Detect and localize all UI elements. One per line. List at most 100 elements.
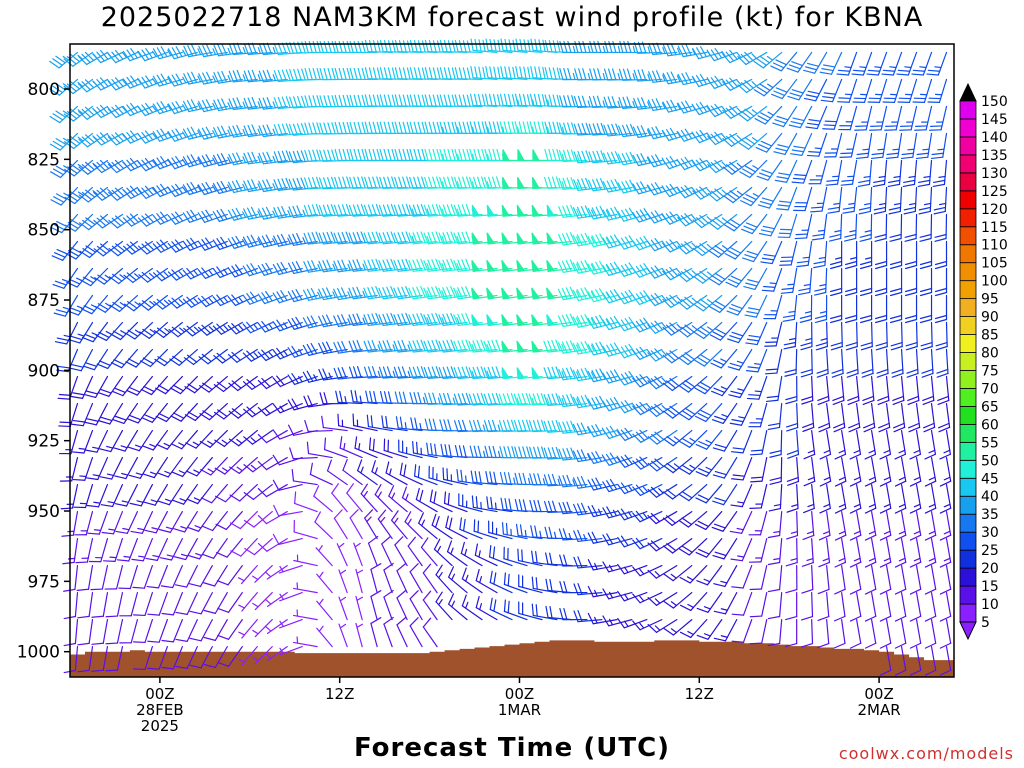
wind-barb xyxy=(82,348,109,371)
wind-barb xyxy=(313,485,333,513)
wind-barb xyxy=(879,591,892,622)
wind-barb xyxy=(79,240,109,259)
wind-barb xyxy=(228,69,258,83)
wind-barb xyxy=(791,159,813,184)
wind-barb xyxy=(212,208,243,222)
colorbar-label: 45 xyxy=(981,471,999,487)
wind-barb xyxy=(737,105,768,122)
wind-barb xyxy=(454,67,483,81)
wind-barb xyxy=(348,231,378,245)
wind-barb xyxy=(708,240,738,258)
wind-barb xyxy=(409,67,438,81)
wind-barb xyxy=(889,267,903,297)
wind-barb xyxy=(899,105,918,131)
wind-barb xyxy=(422,590,438,621)
wind-barb xyxy=(632,153,663,167)
x-tick-label: 00Z xyxy=(145,685,174,703)
wind-barb xyxy=(278,564,303,574)
wind-barb xyxy=(796,240,813,268)
wind-barb xyxy=(503,546,528,567)
wind-barb xyxy=(837,78,858,103)
wind-barb xyxy=(131,537,154,562)
wind-barb xyxy=(272,347,303,360)
wind-barb xyxy=(617,427,648,442)
wind-barb xyxy=(468,419,498,433)
wind-barb xyxy=(602,533,633,546)
wind-barb xyxy=(173,537,198,561)
wind-barb xyxy=(360,483,378,513)
wind-barb xyxy=(544,148,573,162)
wind-barb xyxy=(272,319,303,332)
wind-barb xyxy=(501,522,528,540)
colorbar-label: 110 xyxy=(981,238,1008,254)
wind-barb xyxy=(662,321,693,336)
wind-barb xyxy=(123,267,154,284)
wind-barb xyxy=(92,132,124,146)
wind-barb xyxy=(722,159,753,175)
wind-barb xyxy=(122,213,154,227)
wind-barb xyxy=(889,294,903,324)
wind-barb xyxy=(793,186,813,212)
wind-barb xyxy=(647,483,678,498)
wind-barb xyxy=(379,148,408,162)
wind-barb xyxy=(767,537,783,566)
wind-barb xyxy=(483,392,513,406)
wind-barb xyxy=(108,240,139,257)
wind-barb xyxy=(454,94,483,108)
wind-barb xyxy=(287,289,318,303)
wind-barb xyxy=(894,564,907,595)
wind-barb xyxy=(429,489,453,513)
wind-barb xyxy=(662,510,693,526)
colorbar-cell xyxy=(959,549,977,569)
wind-barb xyxy=(737,51,768,66)
wind-barb xyxy=(161,591,183,616)
wind-barb xyxy=(662,348,693,364)
wind-barb xyxy=(797,267,813,296)
wind-barb xyxy=(86,483,109,508)
wind-barb xyxy=(288,177,318,191)
x-tick-label: 2MAR xyxy=(857,701,900,719)
colorbar-cell xyxy=(959,423,977,443)
wind-barb xyxy=(243,456,273,473)
wind-barb xyxy=(349,40,378,54)
wind-barb xyxy=(498,392,528,406)
wind-barb xyxy=(817,619,830,649)
wind-barb xyxy=(80,267,109,287)
wind-barb xyxy=(137,75,168,89)
wind-barb xyxy=(543,473,573,487)
wind-barb xyxy=(617,508,648,521)
colorbar-label: 105 xyxy=(981,256,1008,272)
wind-barb xyxy=(228,42,258,56)
wind-barb xyxy=(363,258,393,272)
wind-barb xyxy=(364,509,378,540)
colorbar-cell xyxy=(959,172,977,192)
wind-barb xyxy=(59,456,79,482)
wind-barb xyxy=(303,231,333,245)
wind-barb xyxy=(632,619,663,631)
wind-barb xyxy=(445,515,468,540)
wind-barb xyxy=(273,69,303,83)
wind-barb xyxy=(894,456,907,487)
wind-barb xyxy=(769,429,783,458)
wind-barb xyxy=(143,483,168,506)
wind-barb xyxy=(203,619,228,641)
wind-barb xyxy=(904,240,918,270)
wind-barb xyxy=(874,240,888,270)
wind-barb xyxy=(558,447,588,461)
wind-barb xyxy=(272,261,303,276)
wind-barb xyxy=(617,399,648,414)
wind-barb xyxy=(662,127,693,142)
wind-barb xyxy=(924,456,937,487)
wind-barb xyxy=(113,429,139,452)
wind-barb xyxy=(315,545,333,567)
wind-barb xyxy=(810,186,828,213)
wind-barb xyxy=(573,177,603,192)
wind-barb xyxy=(333,314,363,328)
wind-barb xyxy=(514,121,543,135)
wind-barb xyxy=(836,51,858,76)
wind-barb xyxy=(877,375,890,406)
wind-barb xyxy=(632,374,663,388)
wind-barb xyxy=(866,51,888,76)
wind-barb xyxy=(632,456,663,470)
wind-barb xyxy=(363,203,393,217)
